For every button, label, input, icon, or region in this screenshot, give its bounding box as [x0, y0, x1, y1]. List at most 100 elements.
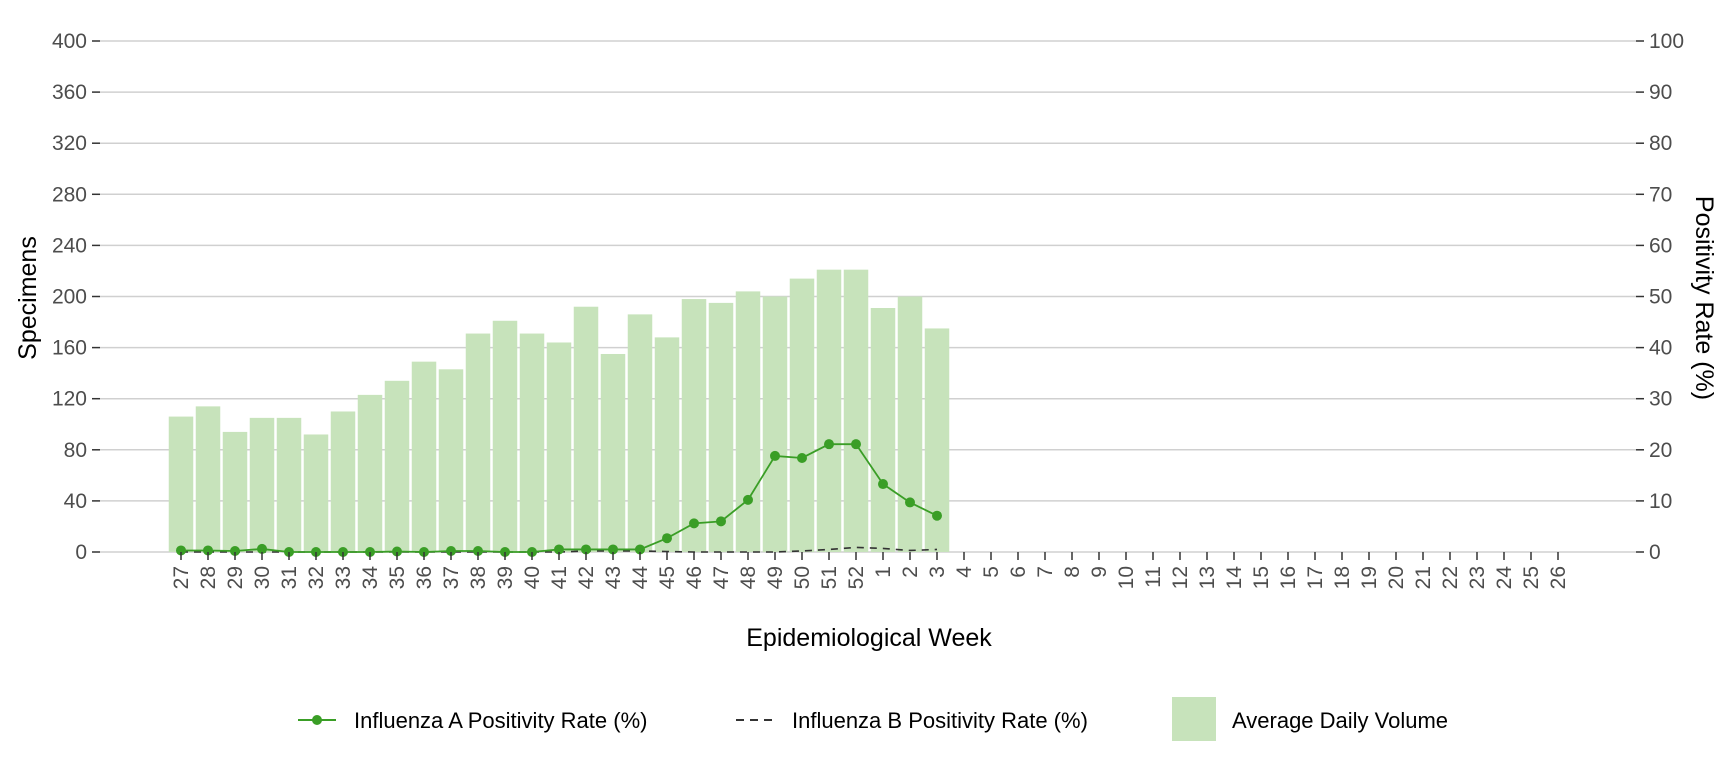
x-tick-label: 5	[980, 566, 1003, 578]
bar	[438, 369, 464, 552]
legend-marker-influenza-a	[312, 715, 322, 725]
point-influenza-a	[176, 545, 186, 556]
x-tick-label: 15	[1250, 566, 1273, 589]
bar	[519, 333, 545, 552]
x-tick-label: 32	[305, 566, 328, 589]
x-tick-label: 37	[440, 566, 463, 589]
legend-item-influenza-b: Influenza B Positivity Rate (%)	[736, 708, 1088, 733]
x-tick-label: 10	[1115, 566, 1138, 589]
x-tick-label: 19	[1358, 566, 1381, 589]
x-tick-label: 7	[1034, 566, 1057, 578]
y2-tick-label: 0	[1649, 541, 1661, 564]
x-tick-label: 43	[602, 566, 625, 589]
bar	[816, 269, 842, 552]
point-influenza-a	[743, 494, 753, 505]
x-tick-label: 18	[1331, 566, 1354, 589]
y2-axis-title: Positivity Rate (%)	[1690, 196, 1718, 400]
x-tick-label: 48	[737, 566, 760, 589]
x-tick-label: 20	[1385, 566, 1408, 589]
x-tick-label: 52	[845, 566, 868, 589]
x-tick-label: 9	[1088, 566, 1111, 578]
point-influenza-a	[473, 545, 483, 556]
x-tick-label: 25	[1520, 566, 1543, 589]
y-tick-label: 320	[52, 132, 87, 155]
legend-label-influenza-b: Influenza B Positivity Rate (%)	[792, 708, 1088, 733]
bars	[168, 269, 950, 552]
x-tick-label: 3	[926, 566, 949, 578]
x-tick-label: 23	[1466, 566, 1489, 589]
y-axis-right: 0 10 20 30 40 50 60 70 80 90 100	[1636, 30, 1684, 564]
y2-tick-label: 20	[1649, 439, 1672, 462]
legend-item-influenza-a: Influenza A Positivity Rate (%)	[298, 708, 647, 733]
x-tick-label: 21	[1412, 566, 1435, 589]
bar	[465, 333, 491, 552]
bar	[357, 394, 383, 552]
y-tick-label: 280	[52, 183, 87, 206]
x-tick-label: 45	[656, 566, 679, 589]
y2-tick-label: 40	[1649, 337, 1672, 360]
bar	[843, 269, 869, 552]
point-influenza-a	[554, 544, 564, 555]
x-tick-label: 41	[548, 566, 571, 589]
x-tick-label: 30	[251, 566, 274, 589]
y-tick-label: 240	[52, 234, 87, 257]
y-tick-label: 360	[52, 81, 87, 104]
x-tick-label: 44	[629, 566, 652, 590]
point-influenza-a	[446, 545, 456, 556]
y-axis-title: Specimens	[14, 236, 42, 360]
bar	[330, 411, 356, 552]
x-tick-label: 17	[1304, 566, 1327, 589]
bar	[276, 417, 302, 552]
x-tick-label: 22	[1439, 566, 1462, 589]
bar	[195, 406, 221, 552]
bar	[168, 416, 194, 552]
point-influenza-a	[662, 533, 672, 544]
x-tick-label: 14	[1223, 566, 1246, 590]
point-influenza-a	[851, 439, 861, 450]
y2-tick-label: 10	[1649, 490, 1672, 513]
y2-tick-label: 100	[1649, 30, 1684, 53]
x-tick-label: 27	[170, 566, 193, 589]
legend-label-influenza-a: Influenza A Positivity Rate (%)	[354, 708, 647, 733]
y-tick-label: 120	[52, 388, 87, 411]
bar	[492, 320, 518, 552]
legend-item-volume: Average Daily Volume	[1172, 697, 1448, 741]
x-tick-label: 34	[359, 566, 382, 590]
point-influenza-a	[797, 452, 807, 463]
y-tick-label: 160	[52, 337, 87, 360]
bar	[627, 314, 653, 552]
y2-tick-label: 50	[1649, 286, 1672, 309]
bar	[303, 434, 329, 552]
point-influenza-a	[716, 516, 726, 527]
y2-tick-label: 30	[1649, 388, 1672, 411]
point-influenza-a	[257, 543, 267, 554]
x-tick-label: 11	[1142, 566, 1165, 588]
bar	[222, 431, 248, 552]
x-axis-title: Epidemiological Week	[746, 624, 992, 652]
legend-swatch-volume	[1172, 697, 1216, 741]
bar	[654, 337, 680, 552]
x-tick-label: 24	[1493, 566, 1516, 590]
x-tick-label: 16	[1277, 566, 1300, 589]
x-tick-label: 49	[764, 566, 787, 589]
legend-label-volume: Average Daily Volume	[1232, 708, 1448, 733]
x-tick-label: 47	[710, 566, 733, 589]
y2-tick-label: 80	[1649, 132, 1672, 155]
y2-tick-label: 60	[1649, 234, 1672, 257]
point-influenza-a	[770, 450, 780, 461]
point-influenza-a	[905, 497, 915, 508]
bar	[735, 291, 761, 552]
bar	[762, 296, 788, 552]
x-tick-label: 2	[899, 566, 922, 578]
x-tick-label: 8	[1061, 566, 1084, 578]
y2-tick-label: 90	[1649, 81, 1672, 104]
bar	[897, 296, 923, 552]
point-influenza-a	[581, 544, 591, 555]
bar	[870, 307, 896, 552]
point-influenza-a	[230, 545, 240, 556]
x-tick-label: 42	[575, 566, 598, 589]
bar	[681, 299, 707, 552]
bar	[546, 342, 572, 552]
x-tick-label: 1	[872, 566, 895, 578]
